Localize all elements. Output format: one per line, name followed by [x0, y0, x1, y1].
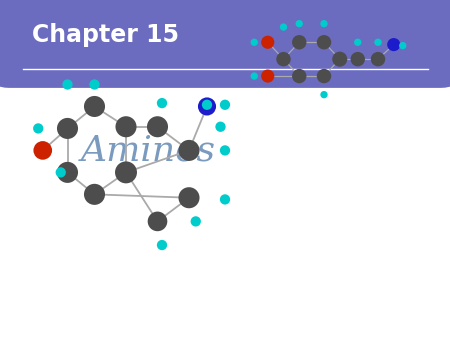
Point — [192, 219, 199, 224]
Point — [154, 219, 161, 224]
Point — [221, 102, 229, 107]
Point — [251, 40, 258, 45]
Point — [390, 42, 397, 47]
Point — [122, 170, 130, 175]
Point — [64, 126, 71, 131]
Point — [185, 195, 193, 200]
Point — [122, 124, 130, 129]
Bar — [9, 51, 441, 74]
Point — [296, 73, 303, 79]
Point — [320, 73, 328, 79]
Point — [203, 104, 211, 109]
Point — [264, 40, 271, 45]
Point — [354, 40, 361, 45]
Text: Chapter 15: Chapter 15 — [32, 23, 179, 48]
Point — [217, 124, 224, 129]
Point — [336, 56, 343, 62]
Point — [280, 56, 287, 62]
Point — [154, 124, 161, 129]
Point — [354, 56, 361, 62]
Point — [320, 40, 328, 45]
Point — [320, 21, 328, 26]
Point — [264, 73, 271, 79]
Point — [296, 21, 303, 26]
Point — [64, 82, 71, 87]
Point — [39, 148, 46, 153]
Point — [203, 102, 211, 107]
Point — [320, 92, 328, 97]
Point — [91, 82, 98, 87]
Point — [399, 43, 406, 48]
Point — [64, 170, 71, 175]
FancyBboxPatch shape — [0, 0, 450, 88]
Point — [91, 192, 98, 197]
Point — [158, 100, 166, 106]
Point — [91, 104, 98, 109]
Point — [374, 40, 382, 45]
Point — [280, 24, 287, 30]
Point — [296, 40, 303, 45]
Point — [35, 126, 42, 131]
Point — [251, 73, 258, 79]
Point — [221, 197, 229, 202]
Point — [57, 170, 64, 175]
Point — [185, 148, 193, 153]
Point — [221, 148, 229, 153]
Point — [158, 242, 166, 248]
Point — [374, 56, 382, 62]
Text: Amines: Amines — [81, 134, 216, 167]
